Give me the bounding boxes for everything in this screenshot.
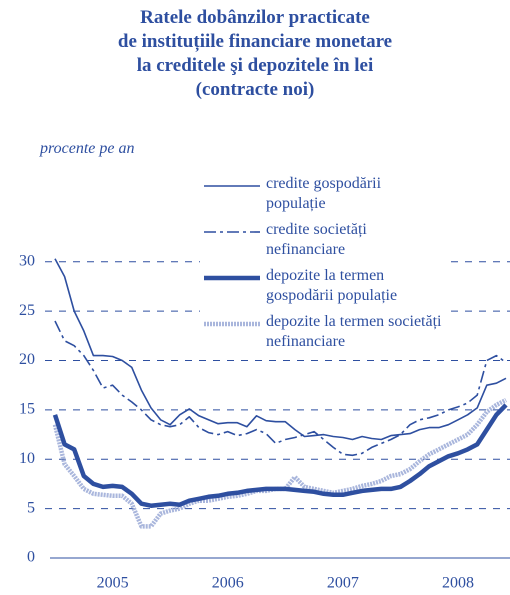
legend-label: credite gospodării populație (266, 175, 382, 212)
legend-entry: depozite la termen gospodării populație (204, 266, 444, 306)
legend-entry: credite gospodării populație (204, 174, 444, 214)
series-line (54, 320, 507, 457)
legend-swatch (204, 231, 260, 233)
legend-entry: depozite la termen societăți nefinanciar… (204, 312, 444, 352)
legend-label: credite societăți nefinanciare (266, 221, 367, 258)
y-tick-label: 30 (19, 252, 35, 269)
y-axis-label: procente pe an (40, 140, 135, 157)
y-tick-label: 20 (19, 351, 35, 368)
legend-label: depozite la termen societăți nefinanciar… (266, 313, 442, 350)
x-tick-label: 2005 (97, 575, 129, 592)
x-tick-label: 2006 (212, 575, 244, 592)
chart-title: Ratele dobânzilor practicate de instituț… (117, 7, 393, 100)
legend-entry: credite societăți nefinanciare (204, 220, 444, 260)
series-line (52, 403, 508, 508)
legend-swatch (204, 275, 260, 281)
legend: credite gospodării populație credite soci… (200, 172, 448, 360)
legend-swatch (204, 321, 260, 327)
legend-swatch (204, 185, 260, 187)
y-tick-label: 5 (27, 499, 35, 516)
y-tick-label: 10 (19, 450, 35, 467)
x-tick-label: 2008 (442, 575, 474, 592)
y-tick-label: 25 (19, 302, 35, 319)
series-line (54, 258, 507, 441)
y-tick-label: 15 (19, 401, 35, 418)
y-tick-label: 0 (27, 549, 35, 566)
x-tick-label: 2007 (327, 575, 359, 592)
legend-label: depozite la termen gospodării populație (266, 267, 398, 304)
